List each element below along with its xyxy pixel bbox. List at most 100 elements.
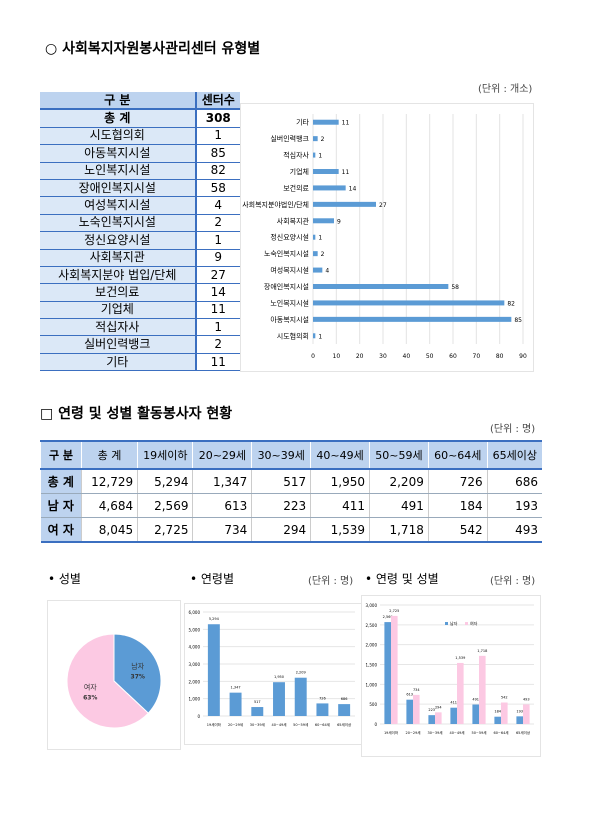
category-label: 65세이상 xyxy=(337,722,352,727)
table-row: 적십자사 1 xyxy=(40,318,240,337)
table-row: 기업체 11 xyxy=(40,301,240,320)
row-count: 11 xyxy=(194,353,240,372)
category-label: 기업체 xyxy=(290,167,309,176)
y-tick-label: 2,500 xyxy=(366,623,378,628)
legend-label: 남자 xyxy=(450,620,458,626)
column-header: 30~39세 xyxy=(251,441,311,470)
category-label: 30~39세 xyxy=(427,730,442,735)
table-row: 노숙인복지시설 2 xyxy=(40,214,240,233)
cell-value: 4,684 xyxy=(80,493,138,518)
row-label: 여 자 xyxy=(40,517,82,543)
agesex-bar-chart: 0 500 1,000 1,500 2,000 2,500 3,000 2,569 2,725 1… xyxy=(361,595,541,757)
row-type: 기업체 xyxy=(40,301,196,320)
slice-label: 여자 xyxy=(84,682,97,691)
category-label: 아동복지시설 xyxy=(270,315,309,324)
cell-value: 726 xyxy=(427,469,488,494)
bar xyxy=(338,704,351,716)
y-tick-label: 1,500 xyxy=(366,663,378,668)
data-label: 193 xyxy=(516,709,523,713)
data-label: 2 xyxy=(321,136,325,143)
bar xyxy=(273,682,285,716)
section1-unit: (단위 : 개소) xyxy=(478,84,533,95)
cell-value: 8,045 xyxy=(80,517,138,543)
category-label: 40~49세 xyxy=(449,730,464,735)
bar xyxy=(313,201,376,207)
row-count: 2 xyxy=(194,214,240,233)
cell-value: 1,347 xyxy=(192,469,252,494)
bar xyxy=(313,300,505,306)
center-type-chart: 0 10 20 30 40 50 60 70 80 90 시도협의회 1 아동복지시설 85 노인복지시설 8… xyxy=(240,103,534,372)
table-row: 사회복지분야 법입/단체 27 xyxy=(40,266,240,285)
category-label: 노인복지시설 xyxy=(270,298,309,307)
pie-slice xyxy=(66,633,149,729)
data-label: 85 xyxy=(514,317,522,324)
bar xyxy=(313,251,318,257)
data-label: 1,718 xyxy=(477,649,487,653)
cell-value: 2,725 xyxy=(137,517,193,543)
column-header: 60~64세 xyxy=(427,441,488,470)
y-tick-label: 5,000 xyxy=(189,627,201,632)
x-tick-label: 90 xyxy=(519,353,527,360)
cell-value: 1,950 xyxy=(310,469,370,494)
row-type: 기타 xyxy=(40,353,196,372)
bar xyxy=(229,692,242,716)
category-label: 장애인복지시설 xyxy=(264,282,309,291)
cell-value: 411 xyxy=(310,493,370,518)
y-tick-label: 2,000 xyxy=(366,643,378,648)
category-label: 정신요양시설 xyxy=(270,233,309,242)
x-tick-label: 60 xyxy=(449,353,457,360)
bar xyxy=(501,702,508,724)
bar xyxy=(435,712,442,724)
slice-percent: 63% xyxy=(83,694,97,701)
data-label: 686 xyxy=(341,697,348,701)
cell-value: 1,718 xyxy=(369,517,429,543)
data-label: 184 xyxy=(494,710,501,714)
bar xyxy=(313,333,316,339)
y-tick-label: 2,000 xyxy=(189,679,201,684)
row-count: 1 xyxy=(194,231,240,250)
y-tick-label: 500 xyxy=(369,702,377,707)
bar xyxy=(313,185,346,191)
table-row: 노인복지시설 82 xyxy=(40,162,240,180)
column-header: 구 분 xyxy=(40,441,82,470)
category-label: 사회복지분야법인/단체 xyxy=(242,200,309,209)
row-count: 2 xyxy=(194,335,240,354)
data-label: 223 xyxy=(428,708,435,712)
bar xyxy=(457,662,464,724)
data-label: 11 xyxy=(342,120,350,127)
category-label: 60~64세 xyxy=(315,722,330,727)
row-count: 1 xyxy=(194,127,240,146)
category-label: 사회복지관 xyxy=(277,216,310,225)
bar xyxy=(294,677,307,716)
bar xyxy=(406,699,413,724)
row-type: 보건의료 xyxy=(40,283,196,302)
x-tick-label: 70 xyxy=(473,353,481,360)
row-type: 여성복지시설 xyxy=(40,196,196,215)
category-label: 노숙인복지시설 xyxy=(264,249,309,258)
y-tick-label: 0 xyxy=(374,722,377,727)
data-label: 294 xyxy=(435,705,442,709)
category-label: 실버인력뱅크 xyxy=(270,134,309,143)
category-label: 19세이하 xyxy=(384,730,399,735)
row-type: 사회복지분야 법입/단체 xyxy=(40,266,196,285)
data-label: 2,569 xyxy=(383,615,393,619)
cell-value: 542 xyxy=(427,517,488,543)
gender-pie-chart: 남자 37% 여자 63% xyxy=(47,600,181,750)
row-count: 85 xyxy=(194,144,240,163)
column-header: 20~29세 xyxy=(192,441,252,470)
table-row: 아동복지시설 85 xyxy=(40,144,240,163)
row-count: 11 xyxy=(194,301,240,320)
category-label: 보건의료 xyxy=(283,183,309,192)
row-type: 아동복지시설 xyxy=(40,144,196,163)
cell-value: 1,539 xyxy=(310,517,370,543)
y-tick-label: 4,000 xyxy=(189,645,201,650)
column-header: 19세이하 xyxy=(137,441,193,470)
bar xyxy=(316,703,329,716)
data-label: 1 xyxy=(318,235,322,242)
y-tick-label: 1,000 xyxy=(366,682,378,687)
data-label: 5,294 xyxy=(209,617,220,621)
bar xyxy=(494,716,501,724)
row-count: 14 xyxy=(194,283,240,302)
data-label: 726 xyxy=(319,696,326,700)
